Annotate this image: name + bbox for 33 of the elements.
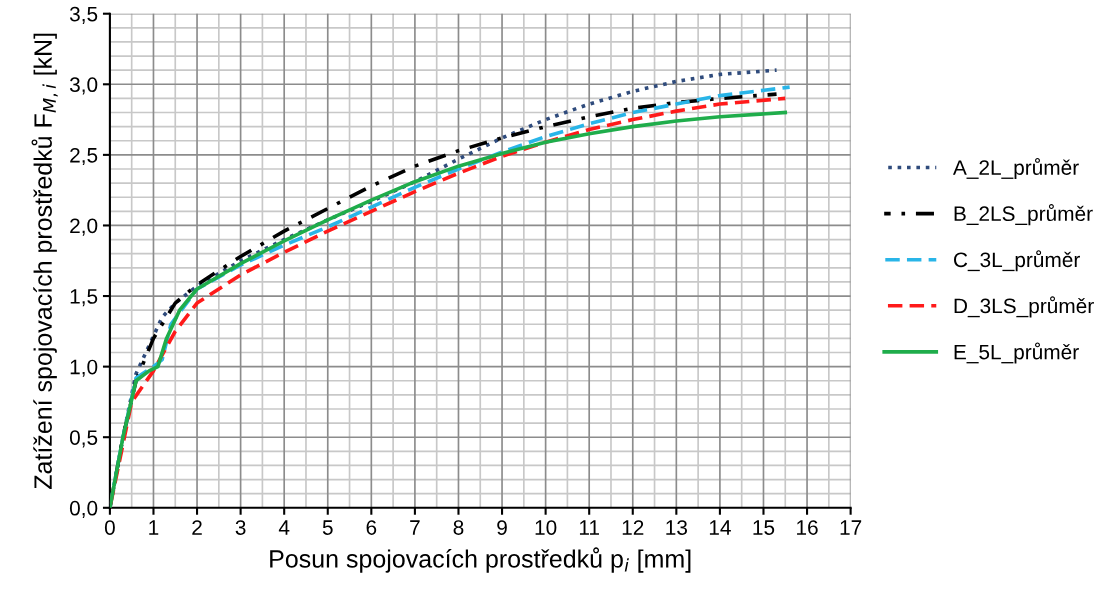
legend-label: C_3L_průměr xyxy=(954,250,1080,272)
x-tick-label: 12 xyxy=(622,520,644,535)
legend-label: D_3LS_průměr xyxy=(954,296,1094,318)
x-tick-label: 10 xyxy=(535,520,557,535)
x-tick-label: 4 xyxy=(278,520,290,535)
y-tick-label: 2,0 xyxy=(70,218,98,236)
y-tick-label: 1,0 xyxy=(70,359,98,377)
legend-label: B_2LS_průměr xyxy=(954,204,1093,226)
x-tick-label: 0 xyxy=(104,520,115,535)
y-tick-label: 3,5 xyxy=(69,6,98,24)
x-tick-label: 11 xyxy=(579,520,599,535)
y-tick-label: 0,0 xyxy=(69,500,98,519)
y-tick-label: 2,5 xyxy=(70,147,98,166)
x-tick-label: 1 xyxy=(149,520,159,535)
legend-label: E_5L_průměr xyxy=(954,342,1079,364)
x-tick-label: 17 xyxy=(840,520,862,535)
x-tick-label: 8 xyxy=(453,520,464,535)
y-tick-label: 3,0 xyxy=(69,77,98,95)
y-tick-label: 0,5 xyxy=(69,430,98,448)
y-tick-label: 1,5 xyxy=(70,289,98,307)
x-tick-label: 3 xyxy=(235,520,246,535)
x-tick-label: 16 xyxy=(797,520,818,535)
x-tick-label: 13 xyxy=(666,520,688,535)
x-tick-label: 6 xyxy=(366,520,377,535)
x-tick-label: 5 xyxy=(322,520,333,535)
legend-label: A_2L_průměr xyxy=(952,157,1079,180)
x-tick-label: 14 xyxy=(709,520,731,535)
y-axis-title: Zatížení spojovacích prostředků F$_{M,i}$ [kN] xyxy=(31,33,58,489)
x-tick-label: 9 xyxy=(497,520,507,535)
x-tick-label: 2 xyxy=(192,520,202,535)
x-tick-label: 7 xyxy=(410,520,420,535)
x-tick-label: 15 xyxy=(753,520,775,535)
x-axis-title: Posun spojovacích prostředků p$_{i}$ [mm] xyxy=(270,547,691,573)
